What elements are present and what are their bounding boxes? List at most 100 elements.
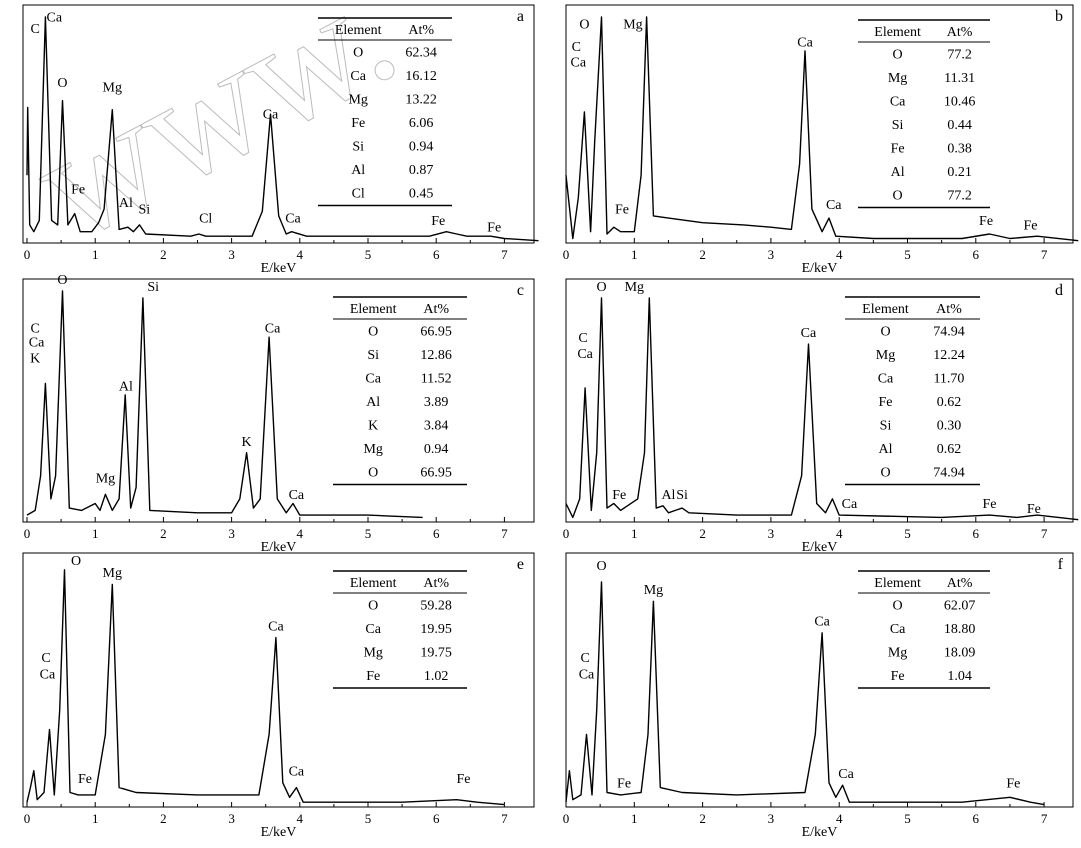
x-tick-label: 3	[768, 526, 775, 541]
x-tick-label: 4	[836, 526, 843, 541]
peak-label: Ca	[797, 35, 813, 50]
plot-frame	[565, 552, 1074, 808]
table-cell-value: 11.52	[421, 372, 452, 387]
peak-label: O	[596, 280, 606, 295]
x-tick-label: 2	[699, 811, 706, 826]
table-cell-value: 1.04	[947, 669, 972, 684]
table-cell-value: 10.46	[944, 95, 976, 110]
spectrum-line	[565, 16, 1079, 242]
table-header-element: Element	[862, 302, 909, 317]
peak-label: Fe	[71, 182, 85, 197]
table-cell-element: Al	[891, 165, 905, 180]
table-header-element: Element	[874, 25, 921, 40]
table-cell-element: Al	[351, 163, 365, 178]
panel-label: e	[517, 556, 524, 573]
table-cell-element: Cl	[352, 187, 365, 202]
peak-label: C	[572, 40, 581, 55]
spectrum-line	[26, 569, 505, 806]
element-table: Element At% O 62.07 Ca 18.80 Mg 18.09 Fe 1.04	[858, 570, 990, 689]
table-cell-value: 62.07	[944, 599, 976, 614]
peak-label: Fe	[979, 214, 993, 229]
peak-label: Fe	[982, 497, 996, 512]
table-cell-element: Ca	[350, 69, 366, 84]
table-cell-value: 11.70	[933, 372, 964, 387]
table-cell-element: O	[880, 466, 890, 481]
x-tick-label: 2	[160, 811, 167, 826]
table-cell-value: 16.12	[405, 69, 437, 84]
panel-label: c	[517, 282, 524, 299]
x-tick-label: 0	[24, 811, 31, 826]
table-cell-value: 13.22	[405, 93, 437, 108]
table-cell-value: 12.86	[420, 348, 452, 363]
element-table: Element At% O 77.2 Mg 11.31 Ca 10.46 Si 0.44 Fe 0.3…	[858, 19, 990, 209]
x-tick-label: 6	[973, 526, 980, 541]
table-cell-value: 0.94	[409, 140, 434, 155]
peak-label: C	[580, 651, 589, 666]
table-cell-value: 59.28	[420, 599, 452, 614]
table-cell-element: Fe	[891, 669, 905, 684]
table-cell-element: Si	[352, 140, 364, 155]
table-cell-value: 12.24	[933, 348, 965, 363]
table-cell-element: O	[893, 189, 903, 204]
peak-label: K	[30, 352, 40, 367]
table-header-at: At%	[423, 302, 449, 317]
x-tick-label: 3	[228, 811, 235, 826]
x-tick-label: 7	[1041, 526, 1048, 541]
peak-label: Al	[661, 488, 675, 503]
panel-label: b	[1055, 8, 1063, 25]
peak-label: Al	[119, 196, 133, 211]
table-header-element: Element	[874, 576, 921, 591]
peak-label: Mg	[96, 472, 115, 487]
x-tick-label: 0	[24, 526, 31, 541]
table-cell-element: Si	[367, 348, 379, 363]
peak-label: O	[596, 559, 606, 574]
peak-label: Fe	[431, 214, 445, 229]
table-cell-element: Mg	[363, 442, 382, 457]
table-cell-element: K	[368, 419, 378, 434]
x-tick-label: 1	[92, 526, 99, 541]
table-cell-value: 6.06	[409, 116, 434, 131]
x-tick-label: 3	[228, 526, 235, 541]
spectrum-line	[565, 297, 1079, 521]
x-tick-label: 5	[904, 526, 911, 541]
peak-label: Si	[147, 280, 159, 295]
panel-label: d	[1055, 282, 1063, 299]
table-header-element: Element	[350, 302, 397, 317]
table-cell-value: 0.45	[409, 187, 434, 202]
x-tick-label: 2	[699, 247, 706, 262]
x-tick-label: 4	[297, 526, 304, 541]
x-axis-label: E/keV	[261, 540, 297, 555]
peak-label: Mg	[644, 583, 663, 598]
x-axis-label: E/keV	[802, 825, 838, 840]
peak-label: Fe	[1027, 502, 1041, 517]
peak-label: Ca	[801, 326, 817, 341]
peak-label: K	[242, 435, 252, 450]
x-axis-label: E/keV	[261, 825, 297, 840]
peak-label: Ca	[579, 668, 595, 683]
spectrum-panel-f: 0 1 2 3 4 5 6 7 E/keV f O Mg C Ca Fe Ca Ca Fe Element At% O 6…	[563, 552, 1074, 840]
peak-label: Cl	[199, 212, 212, 227]
table-cell-element: Mg	[888, 646, 907, 661]
plot-frame	[22, 552, 535, 808]
table-cell-value: 0.38	[947, 142, 972, 157]
x-tick-label: 5	[904, 811, 911, 826]
peak-label: Mg	[103, 81, 122, 96]
table-header-at: At%	[936, 302, 962, 317]
peak-label: Ca	[289, 488, 305, 503]
table-cell-value: 1.02	[424, 669, 449, 684]
peak-label: Fe	[617, 777, 631, 792]
table-cell-element: Al	[879, 442, 893, 457]
x-tick-label: 3	[768, 247, 775, 262]
table-cell-value: 0.44	[947, 118, 972, 133]
table-cell-element: O	[368, 466, 378, 481]
plot-frame	[565, 4, 1074, 244]
table-cell-value: 77.2	[947, 189, 972, 204]
table-cell-value: 0.94	[424, 442, 449, 457]
table-cell-element: Mg	[888, 71, 907, 86]
peak-label: Ca	[577, 347, 593, 362]
table-cell-value: 18.09	[944, 646, 976, 661]
x-tick-label: 5	[904, 247, 911, 262]
peak-label: Mg	[103, 566, 122, 581]
table-cell-element: Ca	[890, 622, 906, 637]
